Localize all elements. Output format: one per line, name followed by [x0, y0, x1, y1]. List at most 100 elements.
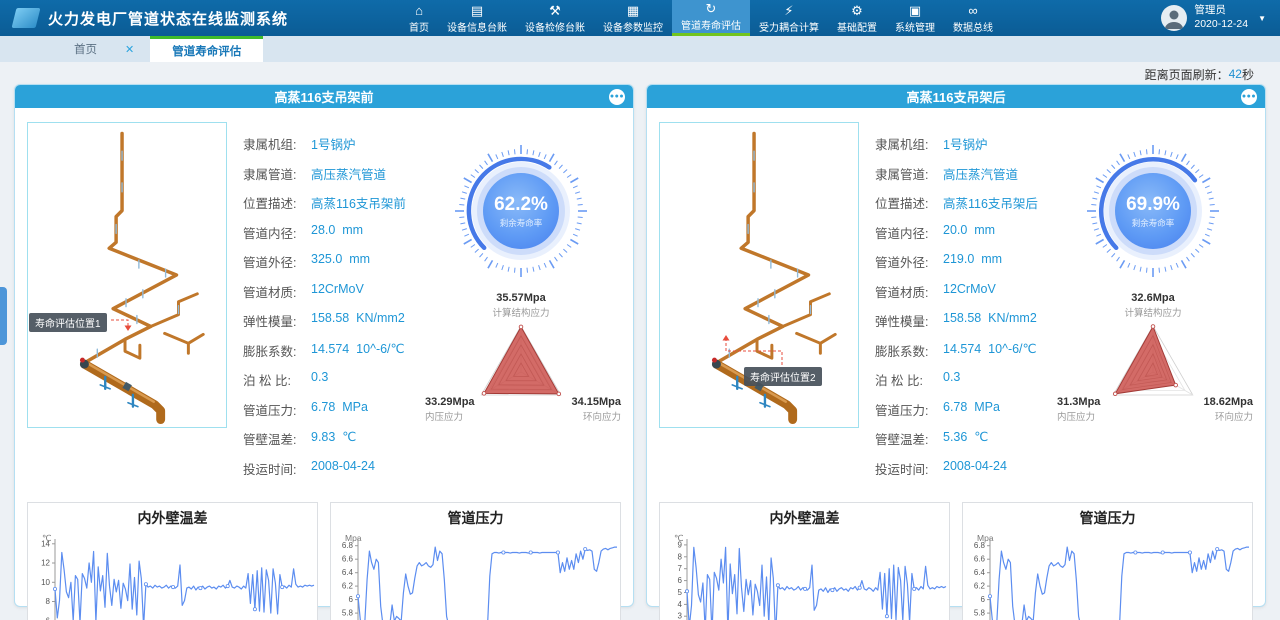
panel-before-hanger: 高蒸116支吊架前 ●●● 寿命评估位置1 隶属机组: 1号锅炉 隶属管道: 高压蒸… — [14, 84, 634, 620]
svg-text:6.2: 6.2 — [974, 582, 986, 591]
tab-bar: 首页 ✕ 管道寿命评估 — [0, 36, 1280, 62]
panel-title: 高蒸116支吊架后 — [906, 90, 1006, 105]
radar-svg — [480, 324, 562, 397]
life-position-marker: 寿命评估位置2 — [744, 367, 822, 386]
pipe-info-list: 隶属机组: 1号锅炉 隶属管道: 高压蒸汽管道 位置描述: 高蒸116支吊架前 管道内… — [227, 120, 421, 488]
svg-text:3: 3 — [678, 612, 683, 620]
avatar — [1161, 5, 1188, 31]
info-row: 管道外径: 219.0 mm — [875, 252, 1003, 270]
svg-text:8: 8 — [678, 552, 683, 561]
info-row: 管壁温差: 9.83 ℃ — [243, 430, 357, 447]
force-icon: ⚡ — [784, 2, 794, 18]
svg-text:6.8: 6.8 — [342, 541, 354, 550]
svg-text:6: 6 — [678, 576, 683, 585]
remaining-life-gauge: 69.9% 剩余寿命率 — [1053, 136, 1253, 286]
nav-item-device-repair[interactable]: ⚒ 设备检修台账 — [525, 2, 585, 34]
info-row: 管道材质: 12CrMoV — [243, 281, 364, 300]
info-row: 管道外径: 325.0 mm — [243, 252, 371, 270]
info-row: 管壁温差: 5.36 ℃ — [875, 430, 989, 447]
nav-item-system-admin[interactable]: ▣ 系统管理 — [895, 2, 935, 34]
svg-text:5.8: 5.8 — [342, 609, 354, 618]
svg-text:6: 6 — [981, 595, 986, 604]
info-row: 隶属机组: 1号锅炉 — [875, 138, 988, 152]
svg-text:6: 6 — [349, 595, 354, 604]
app-title: 火力发电厂管道状态在线监测系统 — [48, 10, 289, 28]
nav-item-home[interactable]: ⌂ 首页 — [409, 2, 429, 34]
more-icon[interactable]: ●●● — [609, 88, 625, 105]
svg-text:14: 14 — [41, 539, 50, 548]
temp-diff-chart: 内外壁温差 ℃ 4 6 8 10 12 14 00:00 01:06 02:12… — [27, 502, 318, 620]
temp-diff-chart: 内外壁温差 ℃ 1 2 3 4 5 6 7 8 9 00:00 01:06 02… — [659, 502, 950, 620]
nav-item-device-info[interactable]: ▤ 设备信息台账 — [447, 2, 507, 34]
databus-icon: ∞ — [968, 2, 978, 18]
svg-text:6.6: 6.6 — [974, 555, 986, 564]
info-row: 膨胀系数: 14.574 10^-6/℃ — [875, 341, 1037, 359]
radar-svg — [1112, 324, 1194, 397]
tab-home[interactable]: 首页 ✕ — [74, 43, 135, 57]
main-nav: ⌂ 首页 ▤ 设备信息台账 ⚒ 设备检修台账 ▦ 设备参数监控 ↻ 管道寿命评估 ⚡ 受力耦… — [400, 0, 1002, 36]
tools-icon: ⚒ — [549, 2, 561, 18]
refresh-seconds: 42 — [1228, 67, 1242, 81]
info-row: 投运时间: 2008-04-24 — [875, 458, 1007, 477]
more-icon[interactable]: ●●● — [1241, 88, 1257, 105]
nav-item-force-coupling[interactable]: ⚡ 受力耦合计算 — [759, 2, 819, 34]
chevron-down-icon[interactable]: ▼ — [1258, 13, 1266, 23]
svg-text:10: 10 — [41, 578, 50, 587]
side-drawer-handle[interactable] — [0, 287, 7, 345]
pipeline-3d-view[interactable]: 寿命评估位置1 — [27, 122, 227, 428]
svg-text:6.8: 6.8 — [974, 541, 986, 550]
user-menu[interactable]: 管理员 2020-12-24 ▼ — [1161, 0, 1280, 36]
stress-radar-chart: 35.57Mpa 计算结构应力 33.29Mpa 内压应力 34.15Mpa 环… — [421, 292, 621, 444]
refresh-countdown: 距离页面刷新： 42 秒 — [1144, 67, 1254, 82]
nav-item-base-config[interactable]: ⚙ 基础配置 — [837, 2, 877, 34]
user-name: 管理员 — [1194, 4, 1226, 17]
info-row: 隶属机组: 1号锅炉 — [243, 138, 356, 152]
system-icon: ▣ — [908, 2, 922, 18]
lifecycle-icon: ↻ — [705, 1, 717, 16]
svg-text:5.8: 5.8 — [974, 609, 986, 618]
gauge-svg — [455, 145, 587, 277]
gauge-caption: 剩余寿命率 — [499, 217, 543, 228]
info-row: 管道内径: 28.0 mm — [243, 222, 364, 241]
app-header: 火力发电厂管道状态在线监测系统 ⌂ 首页 ▤ 设备信息台账 ⚒ 设备检修台账 ▦ 设备参… — [0, 0, 1280, 36]
close-icon[interactable]: ✕ — [125, 43, 135, 56]
gauge-caption: 剩余寿命率 — [1131, 217, 1175, 228]
app-logo-icon — [11, 8, 41, 28]
brand: 火力发电厂管道状态在线监测系统 — [0, 0, 400, 36]
info-row: 泊 松 比: 0.3 — [243, 370, 329, 388]
gear-icon: ⚙ — [851, 2, 863, 18]
panel-container: 高蒸116支吊架前 ●●● 寿命评估位置1 隶属机组: 1号锅炉 隶属管道: 高压蒸… — [0, 84, 1280, 620]
info-row: 投运时间: 2008-04-24 — [243, 458, 375, 477]
gauge-svg — [1087, 145, 1219, 277]
info-row: 膨胀系数: 14.574 10^-6/℃ — [243, 341, 405, 359]
svg-text:6.4: 6.4 — [974, 568, 986, 577]
info-row: 管道材质: 12CrMoV — [875, 281, 996, 300]
svg-text:7: 7 — [678, 564, 683, 573]
info-row: 弹性模量: 158.58 KN/mm2 — [243, 311, 405, 329]
svg-text:4: 4 — [678, 600, 683, 609]
remaining-life-gauge: 62.2% 剩余寿命率 — [421, 136, 621, 286]
ledger-icon: ▤ — [470, 2, 484, 18]
pipe-info-list: 隶属机组: 1号锅炉 隶属管道: 高压蒸汽管道 位置描述: 高蒸116支吊架后 管道内… — [859, 120, 1053, 488]
nav-item-pipe-life[interactable]: ↻ 管道寿命评估 — [672, 0, 750, 36]
pipeline-3d-view[interactable]: 寿命评估位置2 — [659, 122, 859, 428]
gauge-percent: 69.9% — [1126, 193, 1180, 215]
stress-radar-chart: 32.6Mpa 计算结构应力 31.3Mpa 内压应力 18.62Mpa 环向应… — [1053, 292, 1253, 444]
nav-item-data-bus[interactable]: ∞ 数据总线 — [953, 2, 993, 34]
home-cube-icon: ⌂ — [415, 2, 423, 18]
info-row: 弹性模量: 158.58 KN/mm2 — [875, 311, 1037, 329]
info-row: 位置描述: 高蒸116支吊架后 — [875, 197, 1038, 211]
svg-text:9: 9 — [678, 540, 683, 549]
info-row: 位置描述: 高蒸116支吊架前 — [243, 197, 406, 211]
pressure-chart: 管道压力 Mpa 5.4 5.6 5.8 6 6.2 6.4 6.6 6.8 0… — [962, 502, 1253, 620]
life-position-marker: 寿命评估位置1 — [29, 313, 107, 332]
svg-text:6: 6 — [46, 616, 51, 620]
gauge-percent: 62.2% — [494, 193, 548, 215]
svg-text:12: 12 — [41, 559, 50, 568]
nav-item-device-monitor[interactable]: ▦ 设备参数监控 — [603, 2, 663, 34]
pressure-chart: 管道压力 Mpa 5.4 5.6 5.8 6 6.2 6.4 6.6 6.8 0… — [330, 502, 621, 620]
info-row: 隶属管道: 高压蒸汽管道 — [875, 167, 1019, 182]
svg-text:6.6: 6.6 — [342, 555, 354, 564]
tab-pipe-life[interactable]: 管道寿命评估 — [150, 36, 264, 62]
svg-text:6.2: 6.2 — [342, 582, 354, 591]
